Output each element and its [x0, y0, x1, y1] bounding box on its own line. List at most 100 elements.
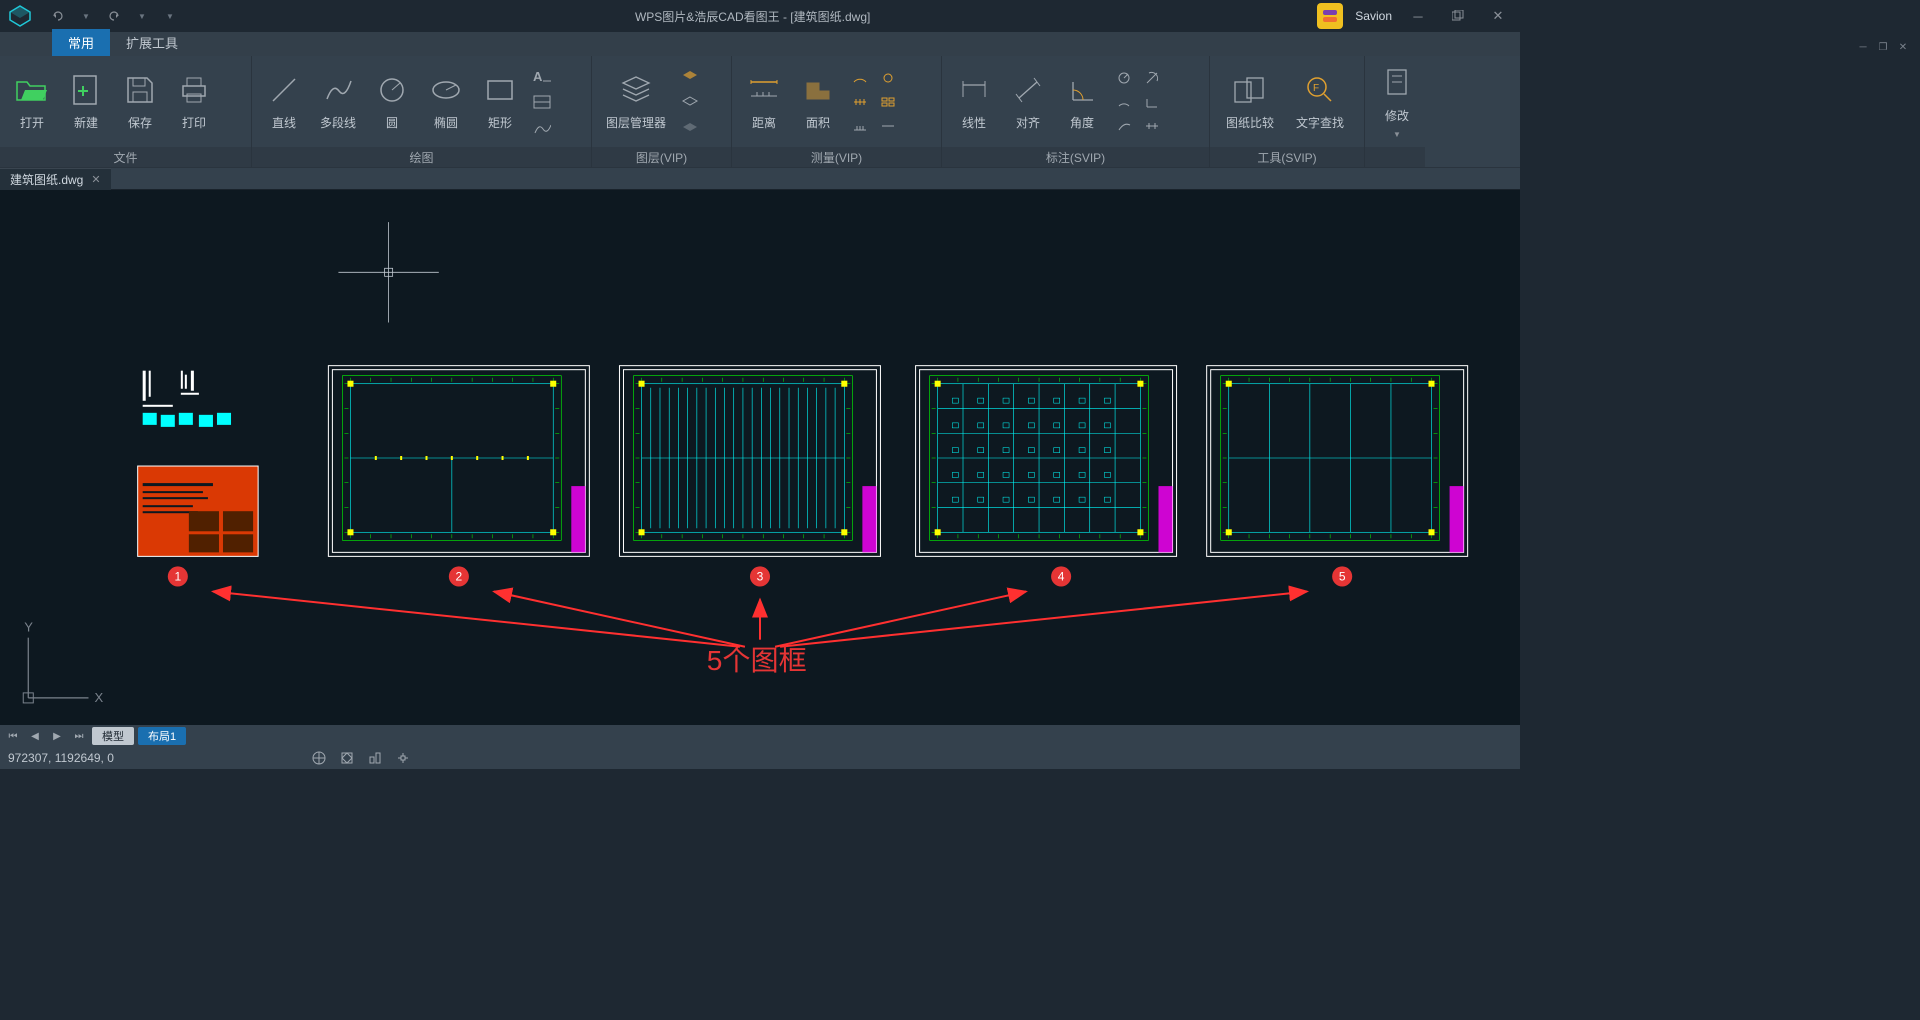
linear-button[interactable]: 线性 [950, 62, 998, 142]
layout-tab-bar: ⏮ ◀ ▶ ⏭ 模型 布局1 [0, 725, 1520, 747]
svg-text:5: 5 [1339, 569, 1346, 583]
save-button[interactable]: 保存 [116, 62, 164, 142]
layout-tab-1[interactable]: 布局1 [138, 727, 186, 745]
undo-dropdown[interactable]: ▼ [76, 6, 96, 26]
measure-icon[interactable] [848, 91, 872, 113]
svg-text:F: F [1313, 83, 1319, 94]
modify-button[interactable]: 修改▼ [1373, 62, 1421, 142]
area-icon [800, 72, 836, 108]
layout-first-button[interactable]: ⏮ [4, 728, 22, 744]
ellipse-button[interactable]: 椭圆 [422, 62, 470, 142]
compare-button[interactable]: 图纸比较 [1218, 62, 1282, 142]
minimize-button[interactable]: ─ [1404, 2, 1432, 30]
doc-close-button[interactable]: ✕ [1894, 40, 1912, 54]
distance-button[interactable]: 距离 [740, 62, 788, 142]
file-tab-bar: 建筑图纸.dwg ✕ [0, 168, 1520, 190]
arc-len-icon[interactable] [848, 67, 872, 89]
layout-prev-button[interactable]: ◀ [26, 728, 44, 744]
findtext-icon: F [1302, 72, 1338, 108]
ortho-toggle-icon[interactable] [366, 749, 384, 767]
rad-icon[interactable] [1112, 67, 1136, 89]
linear-dim-icon [956, 72, 992, 108]
svg-text:X: X [95, 690, 104, 705]
findtext-button[interactable]: F文字查找 [1288, 62, 1352, 142]
text-icon[interactable]: A [530, 65, 554, 87]
ribbon-group-label: 测量(VIP) [732, 147, 941, 167]
angle-dim-icon [1064, 72, 1100, 108]
annotation-text: 5个图框 [707, 645, 807, 676]
sum-icon[interactable] [876, 91, 900, 113]
svg-text:4: 4 [1058, 569, 1065, 583]
snap-toggle-icon[interactable] [338, 749, 356, 767]
coords-display: 972307, 1192649, 0 [8, 751, 114, 765]
polyline-button[interactable]: 多段线 [314, 62, 362, 142]
tab-extend[interactable]: 扩展工具 [110, 29, 194, 56]
osnap-toggle-icon[interactable] [394, 749, 412, 767]
coord-icon[interactable] [1140, 91, 1164, 113]
rect-button[interactable]: 矩形 [476, 62, 524, 142]
ellipse-icon [428, 72, 464, 108]
layer-on-icon[interactable] [678, 65, 702, 87]
layout-next-button[interactable]: ▶ [48, 728, 66, 744]
continue-icon[interactable] [1140, 115, 1164, 137]
grid-toggle-icon[interactable] [310, 749, 328, 767]
layer-iso-icon[interactable] [678, 117, 702, 139]
drawing-frame [619, 366, 880, 557]
undo-button[interactable] [48, 6, 68, 26]
dia-icon[interactable] [1140, 67, 1164, 89]
doc-minimize-button[interactable]: ─ [1854, 40, 1872, 54]
svg-text:2: 2 [456, 569, 463, 583]
dim-icon[interactable] [876, 67, 900, 89]
folder-icon [14, 72, 50, 108]
window-title: WPS图片&浩辰CAD看图王 - [建筑图纸.dwg] [188, 8, 1317, 25]
print-button[interactable]: 打印 [170, 62, 218, 142]
angle-button[interactable]: 角度 [1058, 62, 1106, 142]
ruler-icon[interactable] [848, 115, 872, 137]
layers-icon [618, 72, 654, 108]
ribbon-group-label: 图层(VIP) [592, 147, 731, 167]
aligned-button[interactable]: 对齐 [1004, 62, 1052, 142]
ruler2-icon[interactable] [876, 115, 900, 137]
open-button[interactable]: 打开 [8, 62, 56, 142]
close-button[interactable]: ✕ [1484, 2, 1512, 30]
new-button[interactable]: 新建 [62, 62, 110, 142]
ribbon-group-label [1365, 147, 1425, 167]
area-button[interactable]: 面积 [794, 62, 842, 142]
distance-icon [746, 72, 782, 108]
layer-off-icon[interactable] [678, 91, 702, 113]
titlebar: ▼ ▼ ▼ WPS图片&浩辰CAD看图王 - [建筑图纸.dwg] Savion… [0, 0, 1520, 32]
file-tab-close-icon[interactable]: ✕ [91, 173, 100, 186]
redo-button[interactable] [104, 6, 124, 26]
file-tab[interactable]: 建筑图纸.dwg ✕ [0, 168, 111, 190]
layout-last-button[interactable]: ⏭ [70, 728, 88, 744]
user-app-icon[interactable] [1317, 3, 1343, 29]
file-tab-name: 建筑图纸.dwg [10, 171, 83, 188]
drawing-frame-cover [138, 371, 258, 557]
doc-window-controls: ─ ❐ ✕ [1854, 40, 1912, 54]
tab-common[interactable]: 常用 [52, 29, 110, 56]
maximize-button[interactable] [1444, 2, 1472, 30]
app-logo-icon [0, 0, 40, 32]
print-icon [176, 72, 212, 108]
line-icon [266, 72, 302, 108]
hatch-icon[interactable] [530, 91, 554, 113]
spline-icon[interactable] [530, 117, 554, 139]
status-bar: 972307, 1192649, 0 [0, 747, 1520, 769]
save-icon [122, 72, 158, 108]
ribbon-group-label: 标注(SVIP) [942, 147, 1209, 167]
svg-text:3: 3 [757, 569, 764, 583]
leader-icon[interactable] [1112, 115, 1136, 137]
rect-icon [482, 72, 518, 108]
circle-button[interactable]: 圆 [368, 62, 416, 142]
arc-icon[interactable] [1112, 91, 1136, 113]
aligned-dim-icon [1010, 72, 1046, 108]
canvas-svg: Y X 12345 5个图框 [0, 190, 1520, 725]
layout-tab-model[interactable]: 模型 [92, 727, 134, 745]
ribbon: 打开 新建 保存 打印 文件 直线 多段线 圆 椭圆 矩形 A 绘图 图层管理器 [0, 56, 1520, 168]
drawing-canvas[interactable]: Y X 12345 5个图框 [0, 190, 1520, 725]
layer-manager-button[interactable]: 图层管理器 [600, 62, 672, 142]
doc-restore-button[interactable]: ❐ [1874, 40, 1892, 54]
line-button[interactable]: 直线 [260, 62, 308, 142]
qat-more[interactable]: ▼ [160, 6, 180, 26]
redo-dropdown[interactable]: ▼ [132, 6, 152, 26]
